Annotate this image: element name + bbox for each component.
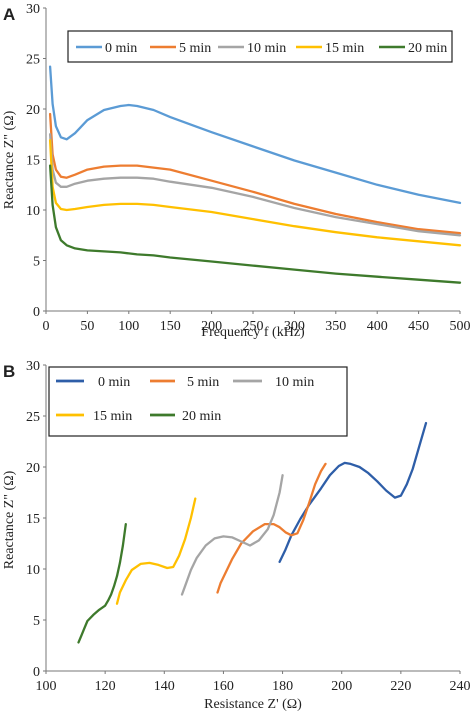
panel-label: A (3, 5, 15, 24)
y-tick-label: 30 (26, 2, 40, 17)
legend-entry: 5 min (187, 375, 219, 390)
x-axis-title: Frequency f (kHz) (201, 325, 305, 340)
series-line-15-min (48, 139, 462, 247)
y-tick-label: 30 (26, 359, 40, 374)
series-line-10-min (180, 474, 284, 596)
y-tick-label: 25 (26, 410, 40, 425)
legend-entry: 15 min (93, 409, 132, 424)
y-tick-label: 15 (26, 154, 40, 169)
y-tick-label: 0 (33, 305, 40, 320)
y-tick-label: 0 (33, 665, 40, 680)
x-tick-label: 140 (154, 679, 175, 694)
x-tick-label: 350 (325, 319, 346, 334)
x-tick-label: 200 (201, 319, 222, 334)
x-tick-label: 0 (43, 319, 50, 334)
legend-entry: 0 min (98, 375, 130, 390)
series-line-20-min (48, 164, 462, 284)
y-tick-label: 10 (26, 204, 40, 219)
legend-entry: 15 min (325, 41, 364, 56)
legend-entry: 10 min (247, 41, 286, 56)
series-line-15-min (115, 497, 197, 605)
y-tick-label: 5 (33, 614, 40, 629)
series-line-0-min (278, 421, 428, 564)
x-tick-label: 150 (160, 319, 181, 334)
panel-label: B (3, 362, 15, 381)
x-tick-label: 180 (272, 679, 293, 694)
y-tick-label: 20 (26, 103, 40, 118)
x-tick-label: 50 (80, 319, 94, 334)
series-line-20-min (77, 522, 127, 644)
legend-entry: 20 min (182, 409, 221, 424)
legend-box (48, 366, 348, 437)
series-line-0-min (48, 65, 462, 205)
x-tick-label: 300 (284, 319, 305, 334)
x-axis-title: Resistance Z' (Ω) (204, 697, 302, 712)
x-tick-label: 200 (331, 679, 352, 694)
x-tick-label: 120 (95, 679, 116, 694)
legend-entry: 20 min (408, 41, 447, 56)
legend-entry: 10 min (275, 375, 314, 390)
legend-entry: 5 min (179, 41, 211, 56)
x-tick-label: 400 (367, 319, 388, 334)
y-tick-label: 10 (26, 563, 40, 578)
x-tick-label: 220 (390, 679, 411, 694)
y-axis-title: Reactance Z" (Ω) (2, 470, 17, 569)
legend: 0 min 5 min 10 min 15 min 20 min (48, 366, 348, 437)
chart-panel-b: 0 5 10 15 20 25 30 100 120 140 160 180 200 220 240 Resi… (2, 359, 471, 712)
legend-entry: 0 min (105, 41, 137, 56)
series-line-10-min (48, 133, 462, 237)
series-line-5-min (48, 112, 462, 235)
y-tick-label: 15 (26, 512, 40, 527)
x-tick-label: 100 (36, 679, 57, 694)
y-tick-label: 5 (33, 255, 40, 270)
x-tick-label: 240 (450, 679, 471, 694)
x-tick-label: 250 (243, 319, 264, 334)
x-tick-label: 100 (118, 319, 139, 334)
legend: 0 min 5 min 10 min 15 min 20 min (67, 30, 453, 63)
x-tick-label: 500 (450, 319, 471, 334)
x-tick-label: 450 (408, 319, 429, 334)
series-line-5-min (216, 462, 327, 594)
y-axis-title: Reactance Z" (Ω) (2, 110, 17, 209)
y-tick-label: 25 (26, 53, 40, 68)
y-tick-label: 20 (26, 461, 40, 476)
x-tick-label: 160 (213, 679, 234, 694)
